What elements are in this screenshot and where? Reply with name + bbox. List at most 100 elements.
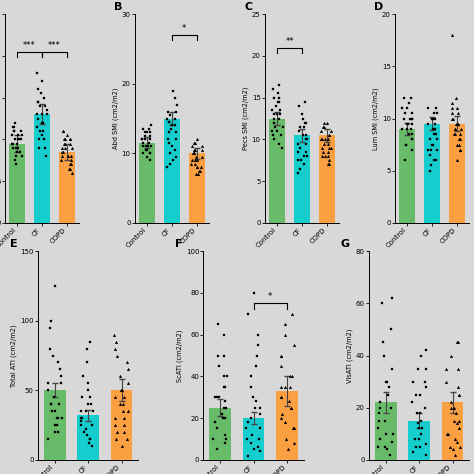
Point: [164, 108, 172, 115]
Point: [41, 144, 49, 152]
Point: [252, 398, 259, 405]
Point: [66, 140, 74, 147]
Point: [325, 156, 333, 164]
Point: [455, 425, 462, 432]
Point: [64, 131, 71, 139]
Point: [40, 136, 47, 143]
Point: [112, 338, 119, 346]
Point: [43, 106, 51, 114]
Point: [296, 123, 304, 131]
Point: [450, 417, 458, 425]
Point: [86, 435, 94, 443]
Point: [9, 123, 17, 131]
Point: [452, 409, 460, 417]
Point: [220, 352, 228, 359]
Point: [403, 120, 411, 128]
Point: [82, 425, 90, 433]
Point: [421, 404, 429, 411]
Point: [60, 140, 68, 147]
Point: [47, 401, 55, 408]
Point: [376, 399, 384, 406]
Bar: [59, 152, 75, 223]
Point: [188, 143, 195, 150]
Point: [88, 442, 95, 450]
Point: [275, 82, 283, 89]
Point: [35, 98, 42, 106]
Point: [146, 136, 153, 143]
Point: [11, 119, 18, 127]
Bar: [77, 415, 99, 460]
Point: [319, 123, 327, 131]
Point: [448, 31, 456, 39]
Point: [277, 362, 285, 370]
Point: [403, 125, 411, 133]
Point: [409, 136, 416, 143]
Point: [446, 443, 454, 450]
Point: [302, 131, 310, 139]
Point: [8, 131, 16, 139]
Point: [403, 104, 410, 112]
Point: [409, 115, 416, 122]
Point: [272, 123, 279, 131]
Point: [166, 160, 174, 167]
Point: [81, 428, 88, 436]
Point: [66, 136, 74, 143]
Point: [190, 139, 198, 146]
Point: [432, 130, 440, 138]
Point: [433, 146, 440, 154]
Point: [57, 156, 65, 164]
Point: [430, 109, 438, 117]
Point: [325, 131, 333, 139]
Point: [255, 444, 262, 451]
Point: [145, 139, 152, 146]
Point: [402, 141, 410, 148]
Point: [110, 331, 118, 338]
Text: D: D: [374, 2, 383, 12]
Point: [170, 87, 177, 94]
Point: [192, 170, 200, 178]
Point: [196, 167, 204, 174]
Point: [319, 152, 326, 160]
Point: [278, 144, 285, 152]
Point: [172, 115, 179, 122]
Bar: [424, 124, 440, 223]
Point: [66, 165, 73, 173]
Point: [412, 391, 419, 398]
Point: [166, 149, 174, 157]
Point: [398, 104, 406, 112]
Point: [119, 407, 127, 415]
Point: [250, 289, 257, 297]
Point: [450, 130, 457, 138]
Point: [83, 345, 91, 352]
Point: [9, 144, 17, 152]
Point: [321, 136, 329, 143]
Point: [383, 446, 390, 453]
Point: [254, 341, 262, 349]
Point: [85, 439, 93, 447]
Point: [66, 136, 73, 143]
Point: [52, 282, 59, 290]
Point: [251, 404, 258, 411]
Point: [455, 391, 463, 398]
Point: [210, 435, 217, 443]
Text: B: B: [114, 2, 122, 12]
Point: [300, 123, 308, 131]
Point: [223, 435, 230, 443]
Point: [36, 144, 43, 152]
Point: [274, 98, 282, 106]
Point: [411, 435, 419, 443]
Point: [78, 414, 85, 422]
Point: [68, 144, 76, 152]
Point: [270, 115, 278, 122]
Point: [442, 365, 449, 373]
Point: [188, 156, 196, 164]
Point: [409, 378, 417, 385]
Point: [273, 127, 281, 135]
Point: [164, 115, 171, 122]
Point: [16, 148, 23, 155]
Point: [111, 393, 119, 401]
Point: [274, 90, 282, 97]
Point: [82, 407, 90, 415]
Point: [58, 152, 66, 160]
Point: [78, 421, 85, 429]
